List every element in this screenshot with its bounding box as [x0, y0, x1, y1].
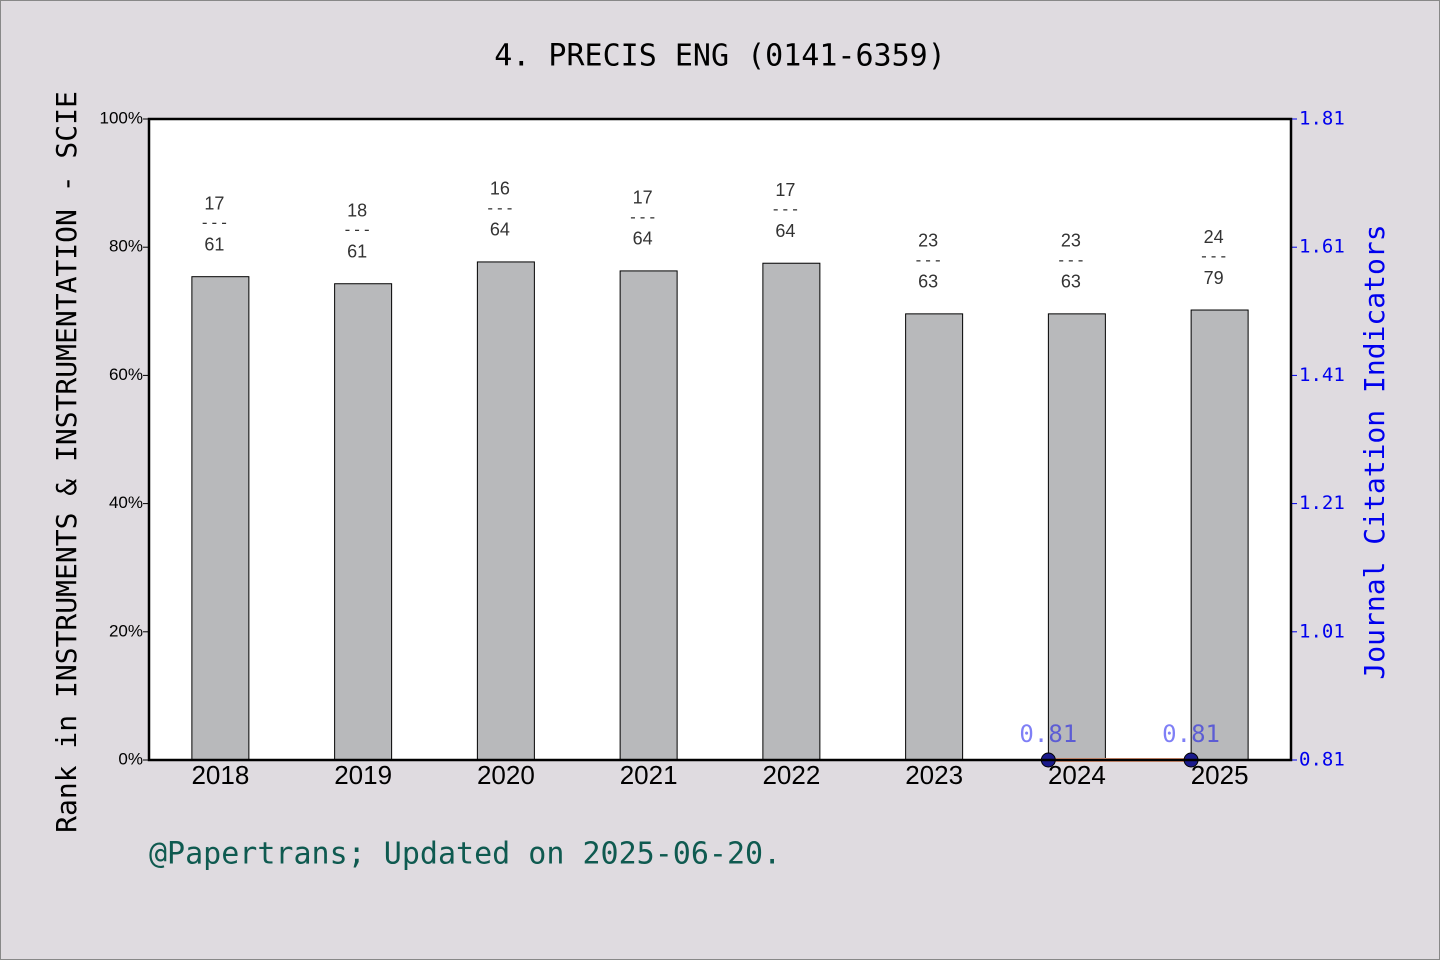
rank-separator: --- [200, 213, 229, 232]
total-label: 64 [775, 221, 795, 241]
y-tick-label: 100% [100, 108, 143, 127]
bar [476, 261, 535, 761]
x-tick-label: 2021 [620, 760, 678, 790]
rank-label: 17 [775, 180, 795, 200]
y-tick-label: 80% [109, 237, 143, 256]
y-tick-label: 60% [109, 365, 143, 384]
rank-label: 17 [204, 193, 224, 213]
rank-separator: --- [1199, 247, 1228, 266]
x-tick-label: 2020 [477, 760, 535, 790]
plot-border [147, 117, 1293, 762]
rank-label: 18 [347, 200, 367, 220]
x-tick-label: 2025 [1191, 760, 1249, 790]
y2-tick-label: 1.01 [1299, 620, 1345, 642]
total-label: 79 [1204, 268, 1224, 288]
total-label: 63 [1061, 272, 1081, 292]
bar [334, 283, 393, 761]
rank-separator: --- [1056, 250, 1085, 269]
rank-label: 23 [1061, 231, 1081, 251]
jci-value-label: 0.81 [1019, 720, 1077, 748]
bar [762, 262, 821, 761]
chart-title: 4. PRECIS ENG (0141-6359) [494, 39, 946, 74]
bar [1047, 313, 1106, 761]
x-tick-label: 2019 [334, 760, 392, 790]
y-axis-label: Rank in INSTRUMENTS & INSTRUMENTATION - … [50, 91, 83, 833]
y2-axis-label: Journal Citation Indicators [1358, 224, 1391, 679]
y2-tick-label: 0.81 [1299, 749, 1345, 771]
total-label: 61 [204, 234, 224, 254]
y2-tick-label: 1.41 [1299, 364, 1345, 386]
bar [619, 270, 678, 761]
y2-tick-label: 1.61 [1299, 236, 1345, 258]
plot-area [149, 119, 1291, 760]
rank-label: 23 [918, 231, 938, 251]
bar [1190, 309, 1249, 761]
y2-tick-label: 1.81 [1299, 108, 1345, 130]
y-tick-label: 0% [118, 749, 143, 768]
total-label: 61 [347, 241, 367, 261]
total-label: 63 [918, 272, 938, 292]
rank-separator: --- [914, 250, 943, 269]
y2-tick-label: 1.21 [1299, 492, 1345, 514]
rank-separator: --- [343, 220, 372, 239]
footer: @Papertrans; Updated on 2025-06-20. [149, 837, 781, 872]
x-tick-label: 2024 [1048, 760, 1106, 790]
total-label: 64 [490, 220, 510, 240]
rank-separator: --- [771, 200, 800, 219]
bar [191, 276, 250, 761]
x-tick-label: 2022 [762, 760, 820, 790]
bar [905, 313, 964, 761]
x-tick-label: 2023 [905, 760, 963, 790]
rank-separator: --- [485, 198, 514, 217]
y-tick-label: 40% [109, 493, 143, 512]
rank-label: 16 [490, 179, 510, 199]
rank-separator: --- [628, 207, 657, 226]
rank-label: 24 [1204, 227, 1224, 247]
total-label: 64 [633, 229, 653, 249]
x-tick-label: 2018 [191, 760, 249, 790]
y-tick-label: 20% [109, 621, 143, 640]
jci-value-label: 0.81 [1162, 720, 1220, 748]
rank-label: 17 [633, 188, 653, 208]
